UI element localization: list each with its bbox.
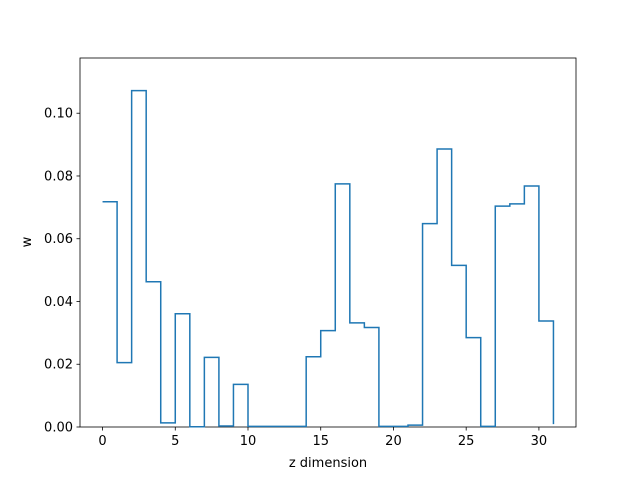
y-tick-label: 0.02 [44,358,73,373]
y-tick-label: 0.00 [44,421,73,436]
x-tick-label: 20 [385,434,402,449]
x-tick-label: 25 [458,434,475,449]
plot-frame [79,57,577,428]
y-tick-label: 0.04 [44,295,73,310]
x-tick-label: 30 [531,434,548,449]
y-tick-label: 0.06 [44,232,73,247]
y-tick-label: 0.08 [44,169,73,184]
ticks: 0 5 10 15 20 25 30 0.00 0.02 0.04 0.06 0.08 0.10 [44,107,547,449]
x-tick-label: 0 [98,434,106,449]
series-line-0 [102,89,555,428]
y-tick-label: 0.10 [44,107,73,122]
x-tick-label: 5 [171,434,179,449]
plot-area [102,89,555,428]
x-tick-label: 10 [240,434,257,449]
axes [79,57,577,428]
y-axis-label: w [20,236,35,247]
x-tick-label: 15 [312,434,329,449]
x-axis-label: z dimension [289,456,367,471]
